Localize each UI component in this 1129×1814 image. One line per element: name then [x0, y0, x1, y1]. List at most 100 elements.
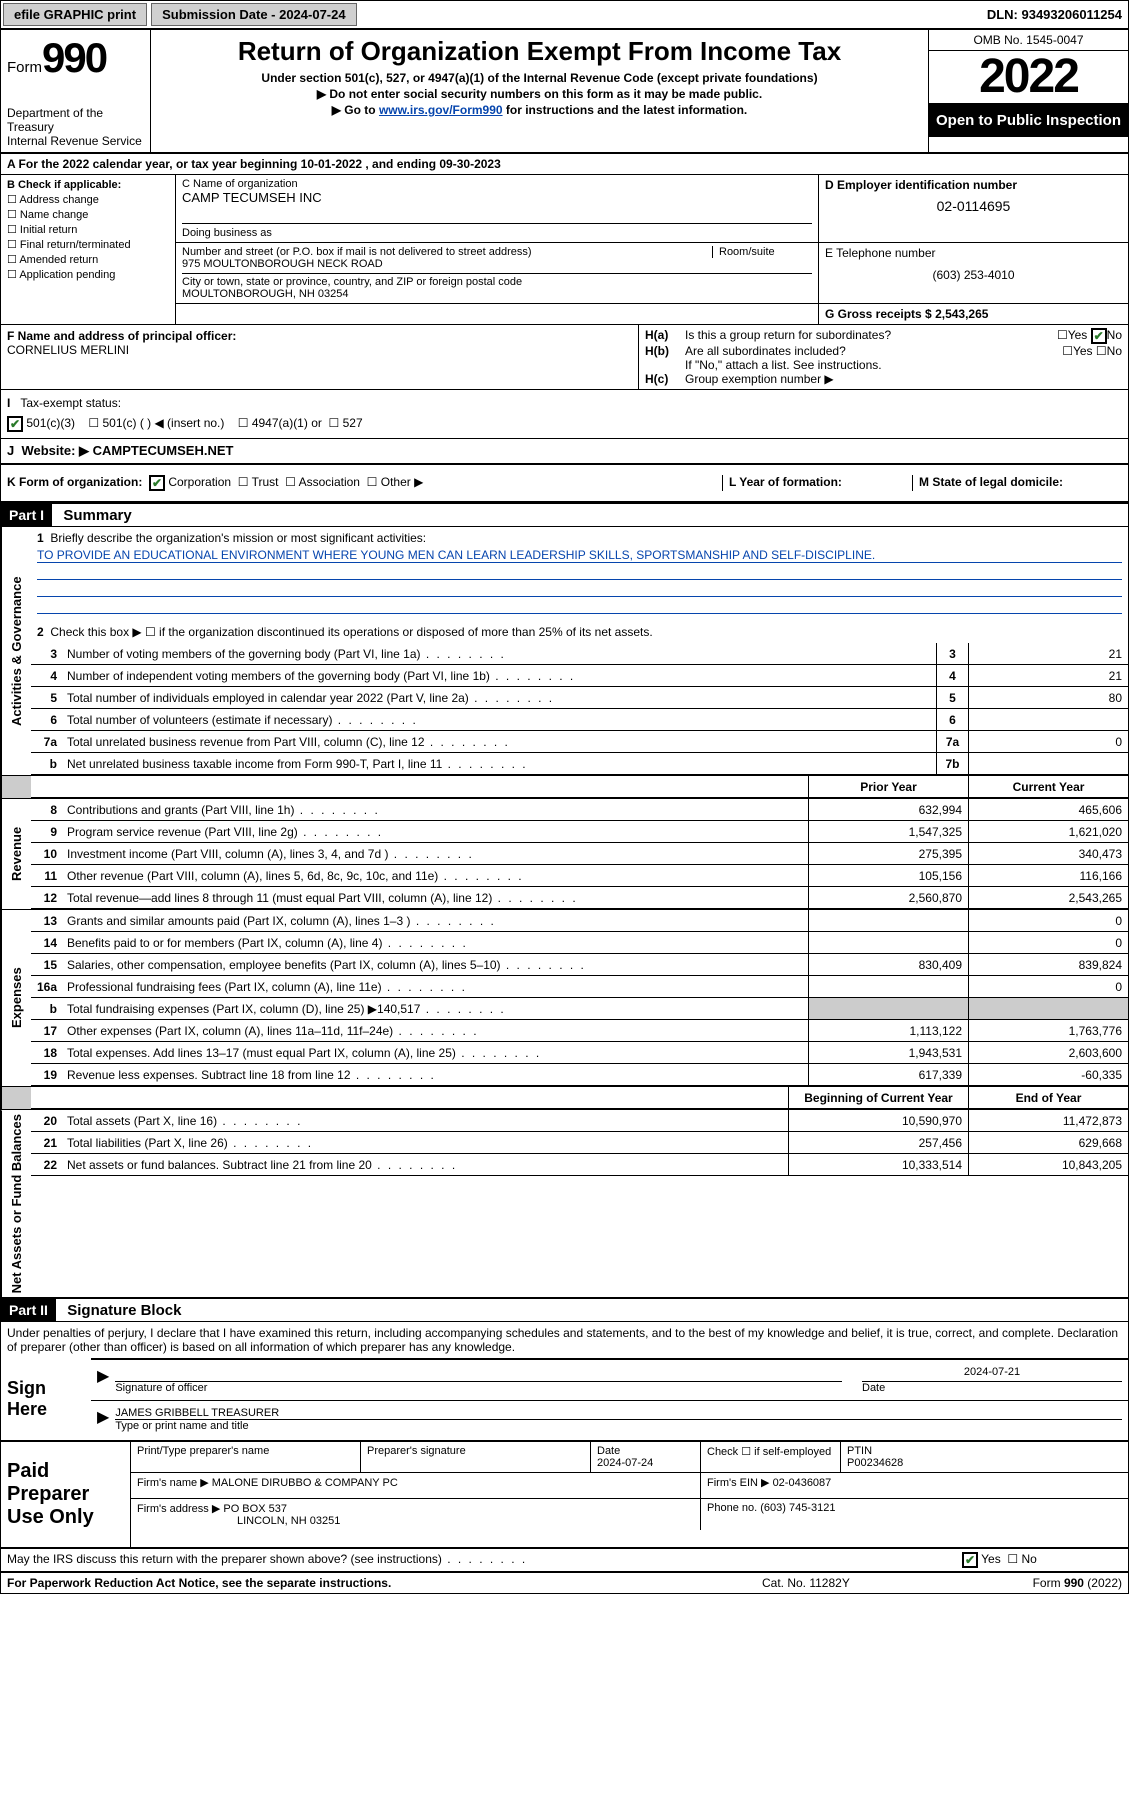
- line-text: Contributions and grants (Part VIII, lin…: [63, 801, 808, 819]
- prep-date: 2024-07-24: [597, 1457, 653, 1469]
- chk-name: Name change: [20, 209, 89, 221]
- prior-val: 10,333,514: [788, 1154, 968, 1175]
- line-val: 21: [968, 665, 1128, 686]
- line-num: 11: [31, 869, 63, 883]
- current-val: [968, 998, 1128, 1019]
- city-label: City or town, state or province, country…: [182, 273, 812, 288]
- top-bar: efile GRAPHIC print Submission Date - 20…: [1, 1, 1128, 30]
- sig-arrow-icon: ▶: [97, 1366, 109, 1394]
- current-val: 1,763,776: [968, 1020, 1128, 1041]
- declaration: Under penalties of perjury, I declare th…: [1, 1322, 1128, 1358]
- tax-year: 2022: [929, 51, 1128, 104]
- prior-val: 1,113,122: [808, 1020, 968, 1041]
- tab-governance: Activities & Governance: [1, 527, 31, 775]
- firm-phone: (603) 745-3121: [760, 1502, 835, 1514]
- line-num: 5: [31, 691, 63, 705]
- discuss-no: No: [1021, 1553, 1036, 1567]
- prior-val: [808, 910, 968, 931]
- form-org-label: K Form of organization:: [7, 475, 142, 489]
- opt-corp: Corporation: [168, 475, 231, 489]
- ha-no: No: [1107, 328, 1122, 342]
- cat-no: Cat. No. 11282Y: [762, 1576, 962, 1590]
- prior-val: 632,994: [808, 799, 968, 820]
- opt-other: Other ▶: [381, 475, 424, 489]
- firm-ein-label: Firm's EIN ▶: [707, 1477, 770, 1489]
- open-public: Open to Public Inspection: [929, 104, 1128, 137]
- addr-label: Number and street (or P.O. box if mail i…: [182, 246, 712, 258]
- opt-4947: 4947(a)(1) or: [252, 416, 322, 430]
- current-val: 10,843,205: [968, 1154, 1128, 1175]
- chk-initial: Initial return: [20, 224, 77, 236]
- submission-date: Submission Date - 2024-07-24: [151, 3, 357, 26]
- sig-officer-label: Signature of officer: [115, 1382, 207, 1394]
- line-text: Program service revenue (Part VIII, line…: [63, 823, 808, 841]
- current-val: 0: [968, 910, 1128, 931]
- line-text: Benefits paid to or for members (Part IX…: [63, 934, 808, 952]
- line-text: Total unrelated business revenue from Pa…: [63, 733, 936, 751]
- line-text: Total fundraising expenses (Part IX, col…: [63, 1000, 808, 1018]
- ha-no-check: [1091, 328, 1107, 344]
- line-text: Net unrelated business taxable income fr…: [63, 755, 936, 773]
- tab-netassets: Net Assets or Fund Balances: [1, 1110, 31, 1297]
- current-val: -60,335: [968, 1064, 1128, 1085]
- dept-treasury: Department of the Treasury Internal Reve…: [7, 106, 144, 148]
- tab-revenue: Revenue: [1, 799, 31, 909]
- paid-preparer-label: Paid Preparer Use Only: [1, 1442, 131, 1547]
- current-val: 2,543,265: [968, 887, 1128, 908]
- prior-val: 1,943,531: [808, 1042, 968, 1063]
- col-b-checkboxes: B Check if applicable: ☐ Address change …: [1, 175, 176, 324]
- line-num: 20: [31, 1114, 63, 1128]
- prior-val: 1,547,325: [808, 821, 968, 842]
- firm-addr2: LINCOLN, NH 03251: [237, 1515, 340, 1527]
- line-box: 4: [936, 665, 968, 686]
- part1-label: Part I: [1, 504, 52, 526]
- current-val: 465,606: [968, 799, 1128, 820]
- line-num: 19: [31, 1068, 63, 1082]
- line-val: [968, 709, 1128, 730]
- tab-expenses: Expenses: [1, 910, 31, 1086]
- chk-amended: Amended return: [19, 254, 98, 266]
- prior-val: [808, 976, 968, 997]
- hc-question: Group exemption number ▶: [685, 372, 1122, 386]
- current-val: 2,603,600: [968, 1042, 1128, 1063]
- city-value: MOULTONBOROUGH, NH 03254: [182, 288, 812, 300]
- ein-value: 02-0114695: [825, 198, 1122, 214]
- efile-print-button[interactable]: efile GRAPHIC print: [3, 3, 147, 26]
- prior-val: 257,456: [788, 1132, 968, 1153]
- street-address: 975 MOULTONBOROUGH NECK ROAD: [182, 258, 812, 270]
- line-num: 8: [31, 803, 63, 817]
- goto-post: for instructions and the latest informat…: [503, 103, 748, 117]
- firm-phone-label: Phone no.: [707, 1502, 757, 1514]
- begin-year-hdr: Beginning of Current Year: [788, 1087, 968, 1108]
- line-num: 4: [31, 669, 63, 683]
- room-label: Room/suite: [712, 246, 812, 258]
- line-box: 5: [936, 687, 968, 708]
- opt-trust: Trust: [252, 475, 279, 489]
- current-val: 340,473: [968, 843, 1128, 864]
- line-num: 12: [31, 891, 63, 905]
- current-val: 629,668: [968, 1132, 1128, 1153]
- current-val: 116,166: [968, 865, 1128, 886]
- line-text: Other expenses (Part IX, column (A), lin…: [63, 1022, 808, 1040]
- tel-label: E Telephone number: [825, 246, 1122, 260]
- line-text: Total expenses. Add lines 13–17 (must eq…: [63, 1044, 808, 1062]
- website-value: CAMPTECUMSEH.NET: [93, 443, 234, 458]
- line-box: 6: [936, 709, 968, 730]
- prep-name-label: Print/Type preparer's name: [131, 1442, 361, 1472]
- firm-addr-label: Firm's address ▶: [137, 1503, 220, 1515]
- q2-text: Check this box ▶ ☐ if the organization d…: [50, 625, 652, 639]
- sig-date-label: Date: [862, 1382, 885, 1394]
- line-num: 3: [31, 647, 63, 661]
- mission-text: TO PROVIDE AN EDUCATIONAL ENVIRONMENT WH…: [37, 548, 1122, 563]
- ein-label: D Employer identification number: [825, 178, 1122, 192]
- hb-no: No: [1107, 344, 1122, 358]
- line-text: Number of voting members of the governin…: [63, 645, 936, 663]
- form-subtitle-2: ▶ Do not enter social security numbers o…: [157, 87, 922, 101]
- firm-addr1: PO BOX 537: [223, 1503, 287, 1515]
- current-val: 1,621,020: [968, 821, 1128, 842]
- hb-question: Are all subordinates included?: [685, 344, 1002, 358]
- irs-link[interactable]: www.irs.gov/Form990: [379, 103, 503, 117]
- line-box: 3: [936, 643, 968, 664]
- line-text: Salaries, other compensation, employee b…: [63, 956, 808, 974]
- dba-label: Doing business as: [182, 223, 812, 239]
